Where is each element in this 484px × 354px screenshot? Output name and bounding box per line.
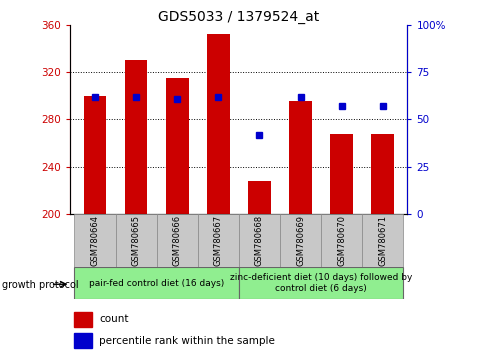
Text: GSM780666: GSM780666 [172,215,182,266]
Text: GSM780669: GSM780669 [295,215,304,266]
Text: growth protocol: growth protocol [2,280,79,290]
Bar [248,181,270,214]
Bar [74,333,92,348]
Bar [74,312,92,327]
Bar [124,60,147,214]
Bar [207,34,229,214]
Text: zinc-deficient diet (10 days) followed by
control diet (6 days): zinc-deficient diet (10 days) followed b… [229,274,411,293]
Bar [84,96,106,214]
Bar [238,214,279,267]
Bar [197,214,238,267]
Text: GSM780668: GSM780668 [255,215,263,266]
Text: pair-fed control diet (16 days): pair-fed control diet (16 days) [89,279,224,288]
Bar [320,214,362,267]
Text: GSM780665: GSM780665 [131,215,140,266]
Bar [330,134,352,214]
Bar [115,214,156,267]
Bar [371,134,393,214]
Bar [279,214,320,267]
Title: GDS5033 / 1379524_at: GDS5033 / 1379524_at [158,10,319,24]
Bar [166,78,188,214]
Bar [288,101,311,214]
Text: count: count [99,314,128,325]
Bar [74,214,115,267]
Text: percentile rank within the sample: percentile rank within the sample [99,336,274,346]
Bar [362,214,403,267]
Bar [156,214,197,267]
Bar [74,267,238,299]
Text: GSM780667: GSM780667 [213,215,222,266]
Text: GSM780670: GSM780670 [336,215,346,266]
Bar [238,267,403,299]
Text: GSM780664: GSM780664 [91,215,99,266]
Text: GSM780671: GSM780671 [378,215,386,266]
